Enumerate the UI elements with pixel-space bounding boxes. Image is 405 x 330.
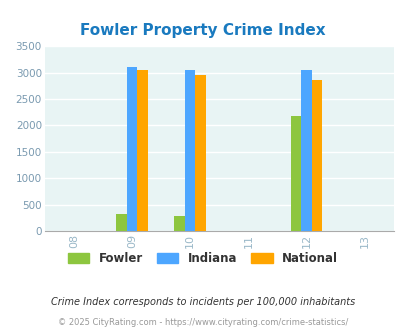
Bar [116, 214, 126, 231]
Text: Fowler Property Crime Index: Fowler Property Crime Index [80, 23, 325, 38]
Bar [301, 71, 311, 231]
Bar [195, 75, 205, 231]
Bar [174, 216, 184, 231]
Text: Crime Index corresponds to incidents per 100,000 inhabitants: Crime Index corresponds to incidents per… [51, 297, 354, 307]
Bar [126, 67, 137, 231]
Bar [137, 71, 147, 231]
Legend: Fowler, Indiana, National: Fowler, Indiana, National [63, 247, 342, 270]
Bar [184, 71, 195, 231]
Bar [311, 80, 322, 231]
Text: © 2025 CityRating.com - https://www.cityrating.com/crime-statistics/: © 2025 CityRating.com - https://www.city… [58, 318, 347, 327]
Bar [290, 116, 301, 231]
